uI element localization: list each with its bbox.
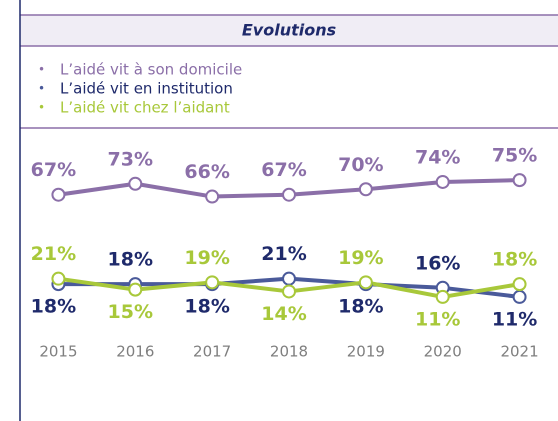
value-label: 74% — [415, 146, 460, 168]
x-tick-label: 2016 — [116, 343, 154, 361]
x-tick-label: 2020 — [424, 343, 462, 361]
value-label: 14% — [261, 303, 306, 325]
value-label: 66% — [184, 161, 229, 183]
value-label: 19% — [338, 247, 383, 269]
legend-label: L’aidé vit à son domicile — [60, 61, 242, 79]
point — [512, 289, 527, 304]
point — [512, 173, 527, 188]
value-label: 18% — [184, 296, 229, 318]
x-tick-label: 2017 — [193, 343, 231, 361]
point — [282, 284, 296, 299]
legend-bullet: • — [38, 101, 45, 115]
legend-label: L’aidé vit en institution — [60, 80, 233, 98]
value-label: 15% — [108, 301, 153, 323]
point — [128, 176, 143, 191]
point — [282, 271, 296, 286]
point — [128, 282, 143, 297]
value-label: 11% — [492, 308, 537, 330]
value-label: 18% — [31, 296, 76, 318]
value-label: 21% — [31, 243, 76, 265]
legend-bullet: • — [38, 63, 45, 77]
value-label: 19% — [184, 247, 229, 269]
point — [358, 182, 373, 197]
value-label: 11% — [415, 308, 460, 330]
point — [51, 271, 66, 286]
value-label: 18% — [338, 296, 383, 318]
x-tick-label: 2019 — [347, 343, 385, 361]
x-tick-label: 2015 — [39, 343, 77, 361]
value-label: 18% — [108, 249, 153, 271]
chart-title: Evolutions — [242, 21, 336, 40]
point — [435, 174, 450, 189]
value-label: 21% — [261, 243, 306, 265]
value-label: 18% — [492, 249, 537, 271]
value-label: 75% — [492, 145, 537, 167]
x-tick-label: 2021 — [500, 343, 538, 361]
value-label: 67% — [31, 159, 76, 181]
point — [435, 289, 450, 304]
point — [205, 275, 220, 290]
header-box — [20, 15, 558, 46]
legend-bullet: • — [38, 82, 45, 96]
point — [358, 275, 373, 290]
point — [205, 189, 220, 204]
x-tick-label: 2018 — [270, 343, 308, 361]
value-label: 16% — [415, 252, 460, 274]
value-label: 70% — [338, 154, 383, 176]
point — [51, 187, 66, 202]
value-label: 67% — [261, 159, 306, 181]
value-label: 73% — [108, 148, 153, 170]
point — [512, 277, 527, 292]
point — [282, 187, 296, 202]
legend-label: L’aidé vit chez l’aidant — [60, 99, 230, 117]
